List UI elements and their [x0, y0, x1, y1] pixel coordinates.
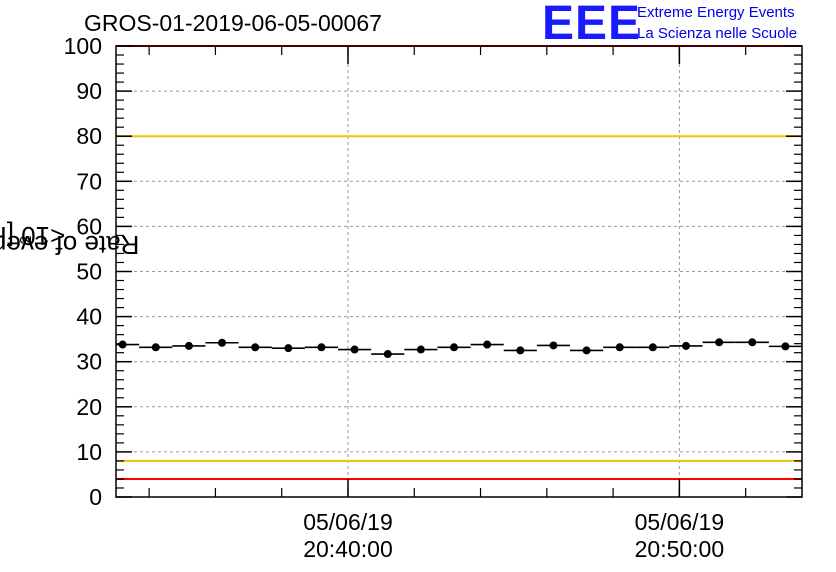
data-point: [416, 345, 425, 354]
x-tick-time: 20:40:00: [303, 536, 393, 562]
data-point: [682, 341, 691, 350]
grid: [116, 46, 802, 497]
y-tick-label: 90: [76, 78, 102, 104]
x-tick-date: 05/06/19: [635, 509, 725, 535]
y-tick-label: 0: [89, 484, 102, 510]
y-tick-label: 10: [76, 439, 102, 465]
data-point: [648, 343, 657, 352]
x-tick-date: 05/06/19: [303, 509, 393, 535]
data-point: [284, 344, 293, 353]
data-point: [151, 343, 160, 352]
y-tick-label: 30: [76, 349, 102, 375]
eee-logo: EEE: [542, 0, 642, 50]
data-point: [251, 343, 260, 352]
data-series: [116, 338, 802, 359]
y-tick-label: 100: [64, 33, 102, 59]
axis-ticks: [116, 45, 802, 498]
data-point: [118, 340, 127, 349]
y-tick-labels: 0 10 20 30 40 50 60 70 80 90 100: [64, 33, 102, 510]
logo-line-2: La Scienza nelle Scuole: [637, 25, 798, 42]
logo-line-1: Extreme Energy Events: [637, 4, 795, 21]
x-tick-time: 20:50:00: [635, 536, 725, 562]
y-tick-label: 50: [76, 259, 102, 285]
y-tick-label: 80: [76, 123, 102, 149]
data-point: [184, 341, 193, 350]
data-point: [549, 341, 558, 350]
y-axis-label-suffix: <10 [Hz]: [0, 221, 66, 252]
data-point: [582, 346, 591, 355]
reference-lines: [116, 45, 802, 480]
data-point: [317, 343, 326, 352]
data-point: [748, 338, 757, 347]
data-point: [383, 350, 392, 359]
y-tick-label: 40: [76, 304, 102, 330]
data-point: [516, 346, 525, 355]
data-point: [781, 342, 790, 351]
y-tick-label: 60: [76, 213, 102, 239]
data-point: [715, 338, 724, 347]
data-point: [450, 343, 459, 352]
data-point: [350, 345, 359, 354]
chart-title: GROS-01-2019-06-05-00067: [84, 10, 382, 36]
y-tick-label: 20: [76, 394, 102, 420]
data-point: [483, 340, 492, 349]
data-point: [615, 343, 624, 352]
y-tick-label: 70: [76, 168, 102, 194]
data-point: [218, 338, 227, 347]
